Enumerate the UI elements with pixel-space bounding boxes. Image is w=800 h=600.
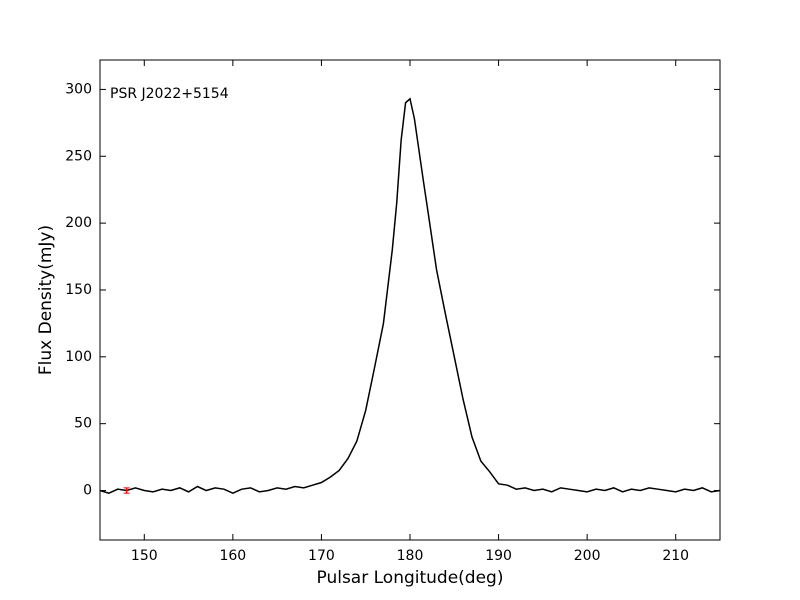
x-tick-label: 160 (219, 548, 246, 564)
x-tick-label: 190 (485, 548, 512, 564)
x-tick-label: 180 (397, 548, 424, 564)
plot-frame (99, 59, 721, 541)
y-tick-label: 150 (65, 282, 92, 298)
y-tick-label: 100 (65, 349, 92, 365)
y-tick-label: 250 (65, 148, 92, 164)
y-tick-label: 200 (65, 215, 92, 231)
profile-line (99, 97, 721, 495)
y-axis-label: Flux Density(mJy) (36, 225, 56, 375)
y-tick-label: 50 (74, 416, 92, 432)
x-tick-label: 200 (574, 548, 601, 564)
y-tick-label: 0 (83, 483, 92, 499)
annotation: PSR J2022+5154 (110, 86, 229, 102)
x-tick-label: 210 (662, 548, 689, 564)
x-tick-label: 150 (131, 548, 158, 564)
x-tick-label: 170 (308, 548, 335, 564)
y-tick-label: 300 (65, 81, 92, 97)
x-axis-label: Pulsar Longitude(deg) (317, 568, 504, 588)
